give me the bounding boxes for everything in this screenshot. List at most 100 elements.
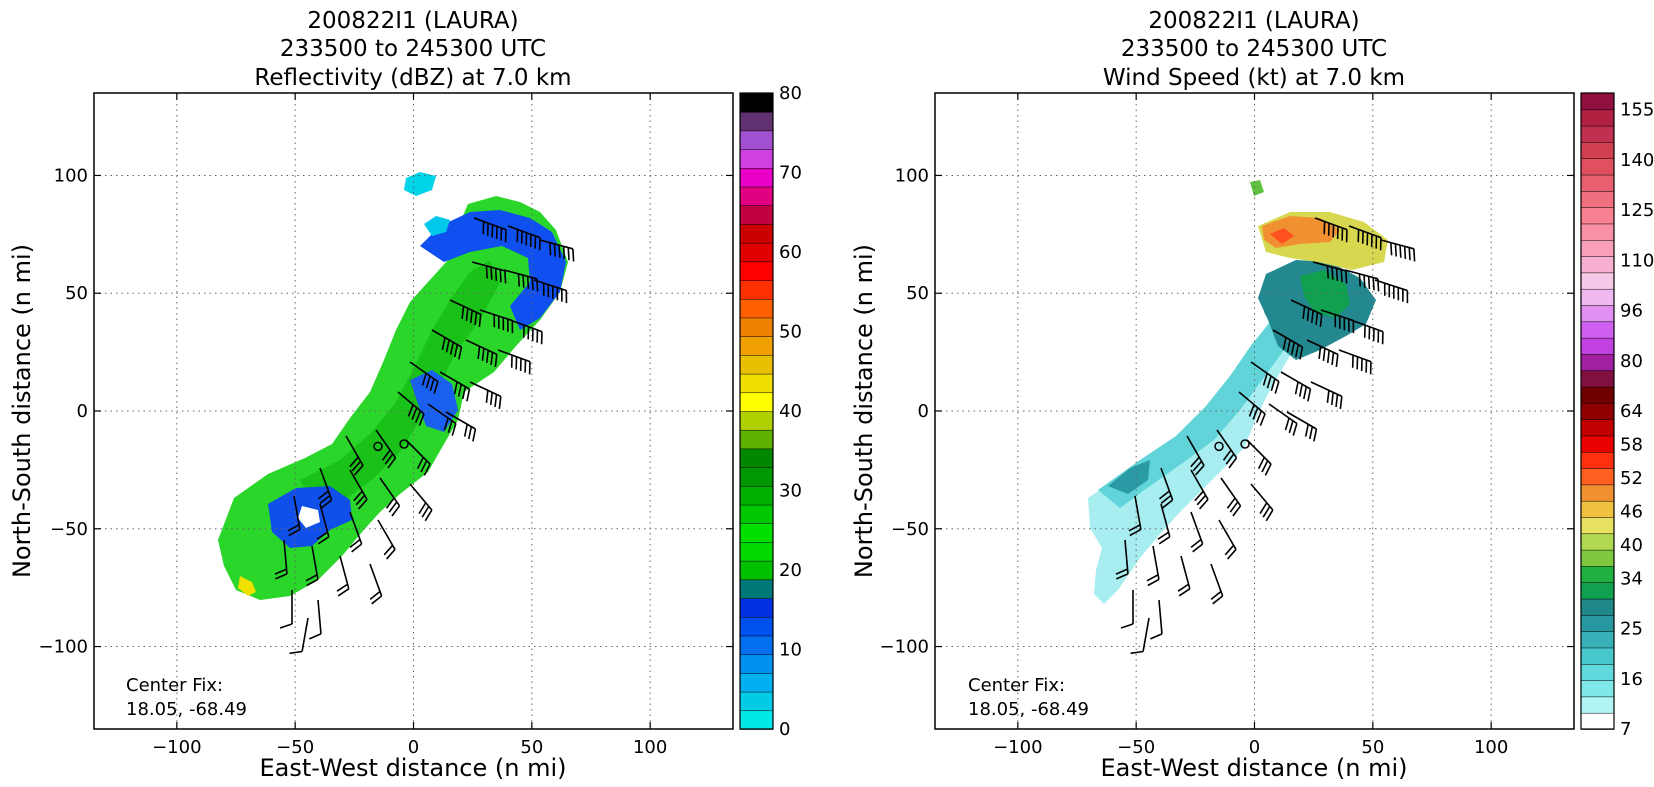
barb-flag (429, 378, 435, 392)
colorbar-segment (1580, 549, 1615, 567)
barb-flag (1130, 650, 1144, 655)
x-tick-label: 0 (408, 737, 419, 758)
barb-staff (1246, 439, 1272, 465)
barb-flag (336, 583, 349, 592)
colorbar-frame (1580, 92, 1615, 730)
y-tick-label: −50 (891, 519, 929, 540)
colorbar-segment (1580, 125, 1615, 143)
barb-staff (1152, 545, 1160, 580)
barb-staff (1290, 299, 1323, 316)
barb-flag (572, 248, 575, 262)
barb-staff (469, 381, 502, 398)
barb-flag (1307, 388, 1312, 402)
barb-staff (1218, 519, 1237, 550)
barb-flag (1292, 423, 1298, 436)
colorbar-segment (1580, 435, 1615, 453)
barb-flag (1226, 497, 1236, 509)
colorbar-segment (1580, 109, 1615, 127)
barb-staff (1286, 411, 1317, 430)
title-line-3: Wind Speed (kt) at 7.0 km (1103, 65, 1405, 91)
barb-staff (1186, 435, 1205, 466)
barb-flag (1261, 460, 1269, 473)
colorbar-segment (1580, 190, 1615, 208)
barb-flag (1259, 413, 1266, 426)
title-line-2: 233500 to 245300 UTC (280, 36, 546, 62)
colorbar-segment (1580, 206, 1615, 225)
colorbar-segment (1580, 663, 1615, 681)
barb-flag (490, 352, 494, 366)
barb-staff (1180, 555, 1191, 590)
colorbar-segment (739, 354, 774, 375)
barb-staff (465, 339, 498, 356)
barb-flag (1210, 590, 1222, 600)
barb-flag (463, 424, 468, 437)
barb-flag (1116, 573, 1129, 580)
colorbar-segment (739, 429, 774, 450)
barb-staff (1312, 261, 1347, 272)
x-tick-label: 50 (1361, 737, 1384, 758)
x-axis-label: East-West distance (n mi) (1100, 754, 1407, 782)
barb-flag (1345, 270, 1348, 284)
y-tick-label: 50 (906, 283, 929, 304)
colorbar-segment (739, 335, 774, 356)
barb-staff (1344, 269, 1379, 280)
colorbar-segment (739, 317, 774, 337)
barb-flag (415, 410, 422, 423)
colorbar-segment (739, 298, 774, 319)
barb-staff (319, 467, 333, 501)
barb-flag (1313, 428, 1318, 442)
y-tick-label: −100 (39, 637, 88, 658)
barb-flag (474, 312, 478, 326)
barb-staff (533, 279, 567, 292)
colorbar-segment (739, 522, 774, 543)
colorbar-segment (739, 223, 774, 244)
colorbar-segment (739, 560, 774, 581)
colorbar-segment (1580, 288, 1615, 306)
barb-flag (433, 381, 439, 394)
echo-blue-north (420, 210, 566, 330)
barb-flag (494, 394, 498, 408)
colorbar-segment (1580, 647, 1615, 665)
colorbar-segment (739, 485, 774, 506)
colorbar-segment (739, 466, 774, 487)
barb-staff (1250, 483, 1274, 511)
colorbar: 0 10 20 30 40 50 60 70 80 (739, 83, 802, 740)
barb-flag (1265, 509, 1274, 522)
barb-flag (469, 310, 473, 324)
colorbar-tick-label: 0 (779, 719, 790, 740)
barb-flag (499, 269, 502, 283)
barb-staff (1268, 403, 1298, 425)
barb-staff (379, 477, 401, 507)
barb-flag (381, 449, 391, 461)
annotation-line-1: Center Fix: (968, 675, 1065, 696)
colorbar-segment (739, 130, 774, 150)
barb-staff (503, 269, 538, 280)
echo-band-inner (300, 260, 500, 508)
title-line-3: Reflectivity (dBZ) at 7.0 km (254, 65, 571, 91)
barb-flag (371, 595, 383, 605)
colorbar-tick-label: 96 (1620, 301, 1643, 322)
barb-flag (1340, 269, 1343, 283)
x-tick-label: −50 (276, 737, 314, 758)
barb-staff (439, 371, 470, 390)
barb-staff (1272, 329, 1303, 348)
barb-flag (1326, 390, 1330, 403)
barb-flag (1192, 460, 1203, 472)
barb-flag (477, 346, 481, 359)
y-axis-label: North-South distance (n mi) (850, 244, 878, 578)
barb-flag (1394, 243, 1398, 257)
colorbar-segment (739, 691, 774, 712)
center-marker (1214, 441, 1224, 452)
barb-flag (387, 457, 397, 469)
barb-flag (478, 314, 482, 328)
axis-ticks: −100 −50 0 50 100 −100 −50 0 50 100 (39, 93, 733, 758)
barb-flag (457, 384, 462, 397)
barb-flag (425, 375, 431, 389)
colorbar-segment (739, 672, 774, 693)
colorbar-segment (1580, 614, 1615, 632)
colorbar-segment (1580, 174, 1615, 192)
colorbar-segment (1580, 353, 1615, 371)
barb-flag (289, 650, 303, 655)
barb-flag (1262, 505, 1271, 518)
barb-flag (306, 578, 319, 587)
